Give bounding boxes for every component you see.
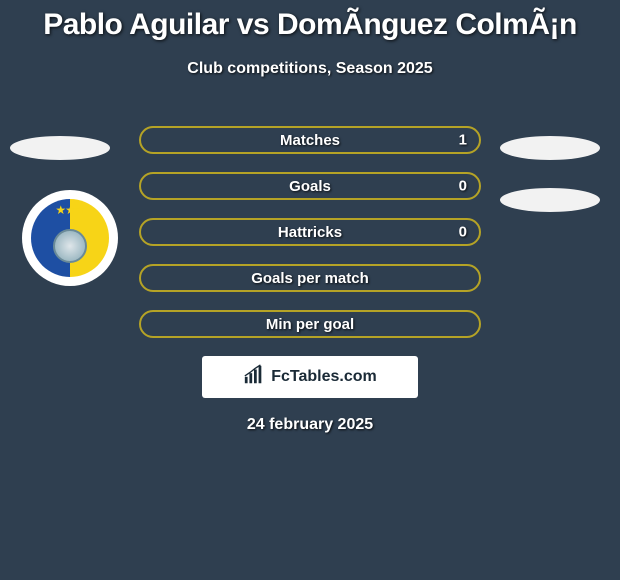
badge-stars: ★★★ xyxy=(31,203,109,217)
flag-placeholder-left xyxy=(10,136,110,160)
stat-row-goals-per-match: Goals per match xyxy=(139,264,481,292)
stat-row-matches: Matches 1 xyxy=(139,126,481,154)
stat-row-hattricks: Hattricks 0 xyxy=(139,218,481,246)
club-badge-left: ★★★ xyxy=(22,190,118,286)
stat-rows: Matches 1 Goals 0 Hattricks 0 Goals per … xyxy=(139,126,481,338)
stat-label: Goals xyxy=(289,178,331,195)
stat-right-value: 0 xyxy=(459,224,467,241)
comparison-card: Pablo Aguilar vs DomÃ­nguez ColmÃ¡n Club… xyxy=(0,0,620,580)
stat-label: Matches xyxy=(280,132,340,149)
stat-row-min-per-goal: Min per goal xyxy=(139,310,481,338)
stat-label: Hattricks xyxy=(278,224,342,241)
stat-right-value: 1 xyxy=(459,132,467,149)
club-badge-inner: ★★★ xyxy=(31,199,109,277)
stat-row-goals: Goals 0 xyxy=(139,172,481,200)
stat-label: Goals per match xyxy=(251,270,369,287)
subtitle: Club competitions, Season 2025 xyxy=(0,60,620,78)
page-title: Pablo Aguilar vs DomÃ­nguez ColmÃ¡n xyxy=(0,8,620,42)
stats-area: ★★★ Matches 1 Goals 0 Hattricks 0 xyxy=(0,126,620,434)
badge-center-icon xyxy=(53,229,87,263)
flag-placeholder-right-1 xyxy=(500,136,600,160)
stat-label: Min per goal xyxy=(266,316,354,333)
footer-brand-text: FcTables.com xyxy=(271,368,377,386)
flag-placeholder-right-2 xyxy=(500,188,600,212)
footer-brand-badge: FcTables.com xyxy=(202,356,418,398)
date-line: 24 february 2025 xyxy=(0,416,620,434)
stat-right-value: 0 xyxy=(459,178,467,195)
bar-chart-icon xyxy=(243,364,265,391)
